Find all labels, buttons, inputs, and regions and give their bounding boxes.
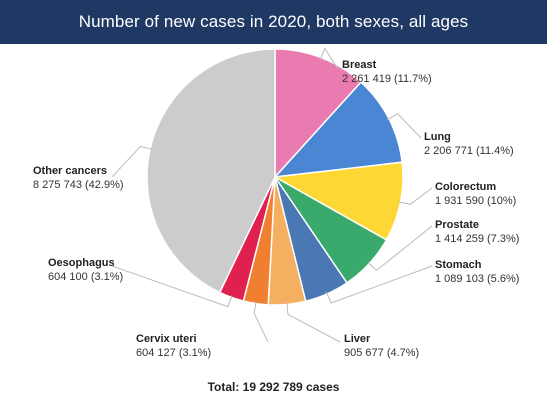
label-breast-name: Breast <box>342 59 377 71</box>
label-liver: Liver 905 677 (4.7%) <box>344 332 419 360</box>
leader-line-colorectum <box>398 187 433 205</box>
label-lung-value: 2 206 771 (11.4%) <box>424 145 514 157</box>
leader-line-other-cancers <box>111 145 153 178</box>
label-other-cancers-name: Other cancers <box>33 165 107 177</box>
leader-line-liver <box>286 302 341 343</box>
label-prostate: Prostate 1 414 259 (7.3%) <box>435 218 519 246</box>
label-cervix-uteri-value: 604 127 (3.1%) <box>136 347 212 359</box>
label-stomach-value: 1 089 103 (5.6%) <box>435 273 520 285</box>
chart-title: Number of new cases in 2020, both sexes,… <box>0 0 547 44</box>
label-breast-value: 2 261 419 (11.7%) <box>342 73 432 85</box>
label-prostate-name: Prostate <box>435 219 480 231</box>
leader-line-breast <box>319 47 339 70</box>
label-other-cancers-value: 8 275 743 (42.9%) <box>33 179 124 191</box>
label-colorectum: Colorectum 1 931 590 (10%) <box>435 180 516 208</box>
label-breast: Breast 2 261 419 (11.7%) <box>342 58 432 86</box>
label-liver-name: Liver <box>344 333 371 345</box>
leader-line-lung <box>386 113 422 139</box>
label-oesophagus-name: Oesophagus <box>48 257 115 269</box>
leader-line-prostate <box>367 225 433 272</box>
leader-line-oesophagus <box>111 265 233 308</box>
label-cervix-uteri: Cervix uteri 604 127 (3.1%) <box>136 332 211 360</box>
total-cases: Total: 19 292 789 cases <box>207 380 340 394</box>
label-liver-value: 905 677 (4.7%) <box>344 347 420 359</box>
label-stomach-name: Stomach <box>435 259 482 271</box>
label-oesophagus-value: 604 100 (3.1%) <box>48 271 124 283</box>
label-lung: Lung 2 206 771 (11.4%) <box>424 130 514 158</box>
label-other-cancers: Other cancers 8 275 743 (42.9%) <box>33 164 124 192</box>
label-cervix-uteri-name: Cervix uteri <box>136 333 197 345</box>
label-stomach: Stomach 1 089 103 (5.6%) <box>435 258 519 286</box>
leader-line-stomach <box>325 265 433 304</box>
label-oesophagus: Oesophagus 604 100 (3.1%) <box>48 256 123 284</box>
label-colorectum-name: Colorectum <box>435 181 497 193</box>
label-colorectum-value: 1 931 590 (10%) <box>435 195 517 207</box>
pie-chart <box>111 47 433 343</box>
leader-line-cervix-uteri <box>253 301 269 343</box>
label-prostate-value: 1 414 259 (7.3%) <box>435 233 520 245</box>
label-lung-name: Lung <box>424 131 451 143</box>
